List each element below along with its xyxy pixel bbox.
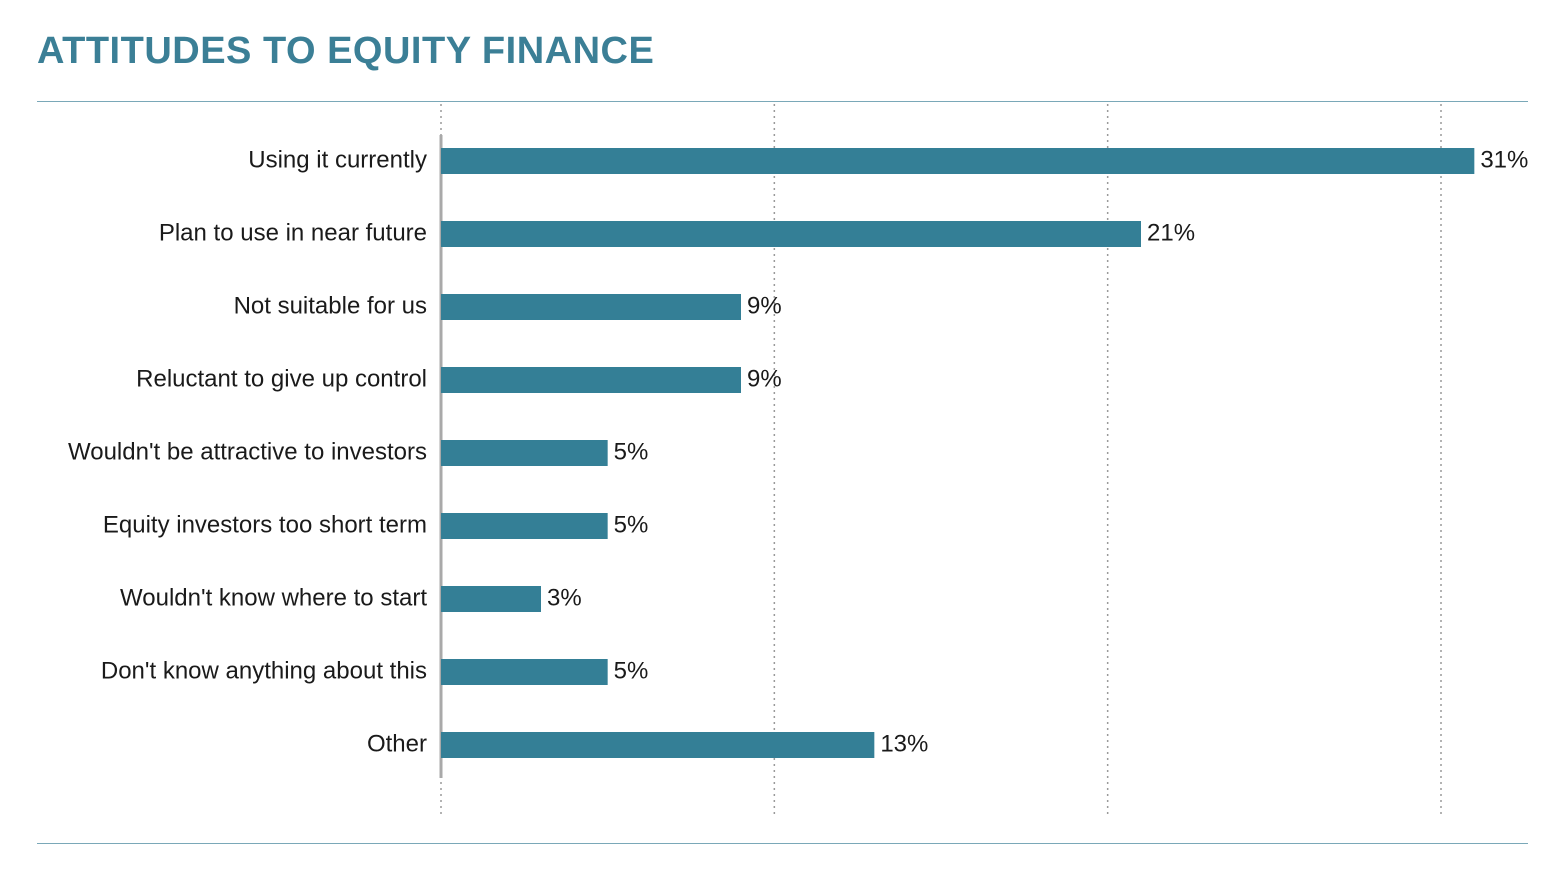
category-label: Plan to use in near future xyxy=(159,219,427,246)
top-divider xyxy=(37,101,1528,102)
category-label: Other xyxy=(367,730,427,757)
category-label: Don't know anything about this xyxy=(101,657,427,684)
bar xyxy=(441,586,541,612)
bar xyxy=(441,367,741,393)
category-label: Reluctant to give up control xyxy=(136,365,427,392)
bars xyxy=(441,148,1475,758)
category-label: Wouldn't be attractive to investors xyxy=(68,438,427,465)
category-label: Wouldn't know where to start xyxy=(120,584,427,611)
value-label: 31% xyxy=(1480,146,1528,173)
bar xyxy=(441,659,608,685)
value-label: 21% xyxy=(1147,219,1195,246)
bar xyxy=(441,294,741,320)
value-label: 5% xyxy=(614,511,649,538)
bar xyxy=(441,513,608,539)
value-label: 9% xyxy=(747,292,782,319)
chart-title: ATTITUDES TO EQUITY FINANCE xyxy=(37,30,655,72)
bar xyxy=(441,440,608,466)
value-labels: 31% 21% 9% 9% 5% 5% 3% 5% 13% xyxy=(547,146,1528,757)
bottom-divider xyxy=(37,843,1528,844)
value-label: 13% xyxy=(880,730,928,757)
value-label: 3% xyxy=(547,584,582,611)
bar xyxy=(441,732,875,758)
bar xyxy=(441,148,1475,174)
category-label: Equity investors too short term xyxy=(103,511,427,538)
value-label: 5% xyxy=(614,438,649,465)
category-label: Using it currently xyxy=(248,146,427,173)
bar xyxy=(441,221,1141,247)
value-label: 9% xyxy=(747,365,782,392)
category-labels: Using it currently Plan to use in near fu… xyxy=(68,146,427,757)
category-label: Not suitable for us xyxy=(234,292,427,319)
value-label: 5% xyxy=(614,657,649,684)
